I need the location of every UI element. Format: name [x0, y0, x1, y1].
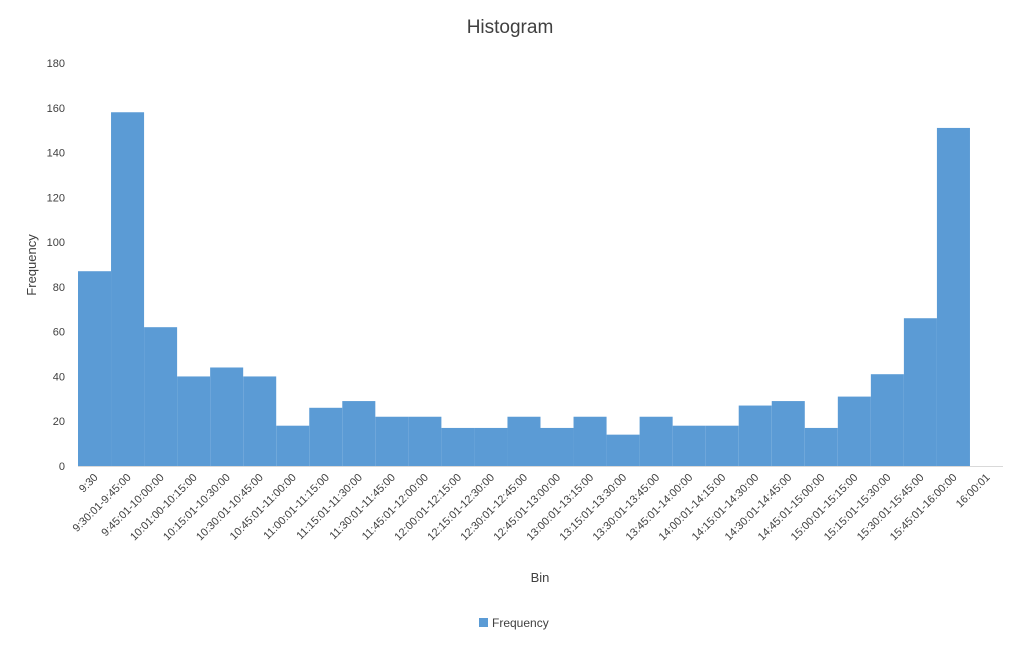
histogram-bar: [639, 416, 673, 466]
histogram-bar: [606, 434, 640, 466]
y-axis-title: Frequency: [24, 234, 39, 296]
legend-swatch: [479, 618, 488, 627]
y-axis-ticks: 0 20 40 60 80 100 120 140 160 180: [47, 58, 65, 473]
histogram-bar: [507, 416, 541, 466]
legend: Frequency: [479, 616, 549, 630]
histogram-bar: [342, 401, 376, 466]
histogram-bar: [936, 127, 970, 466]
histogram-bar: [540, 427, 574, 466]
histogram-bar: [276, 425, 310, 466]
x-axis-title: Bin: [531, 570, 550, 585]
histogram-bar: [309, 407, 343, 466]
histogram-bar: [408, 416, 442, 466]
y-tick-label: 180: [47, 58, 65, 70]
x-axis-ticks: 9:309:30:01-9:45:009:45:01-10:00:0010:01…: [71, 472, 993, 544]
histogram-bar: [738, 405, 772, 466]
histogram-bar: [441, 427, 475, 466]
histogram-bar: [573, 416, 607, 466]
histogram-bar: [78, 271, 112, 466]
histogram-bar: [177, 376, 211, 466]
histogram-bar: [870, 374, 904, 466]
x-tick-label: 16:00:01: [954, 472, 993, 511]
histogram-bar: [837, 396, 871, 466]
y-tick-label: 20: [53, 416, 65, 428]
y-tick-label: 120: [47, 192, 65, 204]
bars-group: [78, 112, 970, 466]
y-tick-label: 60: [53, 327, 65, 339]
y-tick-label: 140: [47, 148, 65, 160]
x-tick-label: 9:30: [77, 472, 101, 496]
histogram-bar: [474, 427, 508, 466]
chart-title: Histogram: [467, 17, 554, 38]
histogram-bar: [375, 416, 409, 466]
histogram-bar: [705, 425, 739, 466]
x-tick-label: 9:30:01-9:45:00: [71, 472, 134, 535]
y-tick-label: 160: [47, 103, 65, 115]
legend-label: Frequency: [492, 616, 549, 630]
histogram-bar: [111, 112, 145, 466]
y-tick-label: 80: [53, 282, 65, 294]
y-tick-label: 0: [59, 461, 65, 473]
histogram-bar: [210, 367, 244, 466]
histogram-bar: [144, 327, 178, 466]
y-tick-label: 100: [47, 237, 65, 249]
histogram-bar: [672, 425, 706, 466]
histogram-bar: [903, 318, 937, 466]
histogram-bar: [243, 376, 277, 466]
y-tick-label: 40: [53, 371, 65, 383]
histogram-bar: [804, 427, 838, 466]
histogram-bar: [771, 401, 805, 466]
